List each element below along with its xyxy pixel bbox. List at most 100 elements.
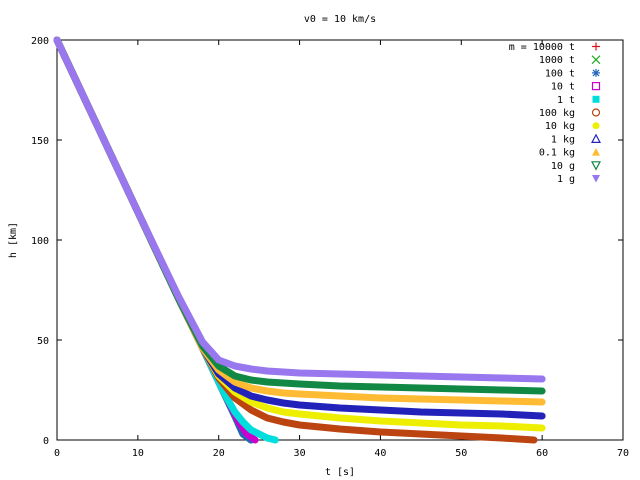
series-8: [53, 36, 546, 406]
y-tick-label: 50: [37, 336, 49, 347]
series-9: [53, 36, 546, 395]
data-point: [176, 294, 180, 298]
y-tick-label: 150: [31, 136, 49, 147]
data-point: [540, 389, 544, 393]
x-tick-label: 60: [536, 448, 548, 459]
data-point: [378, 385, 382, 389]
series-line: [53, 36, 546, 420]
data-point: [281, 401, 285, 405]
y-axis-label: h [km]: [8, 222, 19, 258]
data-point: [233, 410, 237, 414]
x-tick-label: 0: [54, 448, 60, 459]
y-tick-label: 200: [31, 36, 49, 47]
legend-label: 10 t: [551, 82, 575, 93]
series-7: [53, 36, 546, 420]
legend-label: 10 g: [551, 161, 575, 172]
data-point: [338, 427, 342, 431]
data-point: [500, 424, 504, 428]
data-point: [249, 394, 253, 398]
series-10: [53, 36, 546, 383]
x-tick-label: 50: [455, 448, 467, 459]
data-point: [136, 210, 140, 214]
data-point: [338, 384, 342, 388]
data-point: [249, 378, 253, 382]
data-point: [419, 374, 423, 378]
data-point: [500, 388, 504, 392]
legend-marker: [592, 95, 600, 103]
data-point: [281, 370, 285, 374]
data-point: [500, 376, 504, 380]
data-point: [298, 412, 302, 416]
legend-marker: [591, 133, 601, 143]
data-point: [540, 400, 544, 404]
x-axis-label: t [s]: [325, 467, 355, 478]
y-tick-label: 100: [31, 236, 49, 247]
data-point: [419, 421, 423, 425]
data-point: [233, 364, 237, 368]
data-point: [540, 426, 544, 430]
series-line: [53, 36, 546, 406]
data-point: [298, 392, 302, 396]
data-point: [265, 436, 269, 440]
data-point: [55, 38, 59, 42]
data-point: [217, 358, 221, 362]
data-point: [459, 434, 463, 438]
legend: m = 10000 t 1000 t 100 t 10 t 1 t 100 kg 10 kg…: [509, 42, 601, 185]
data-point: [249, 428, 253, 432]
series-line: [53, 36, 546, 383]
data-point: [298, 403, 302, 407]
data-point: [500, 399, 504, 403]
data-point: [95, 124, 99, 128]
data-point: [298, 382, 302, 386]
data-point: [500, 436, 504, 440]
data-point: [257, 432, 261, 436]
data-point: [273, 438, 277, 442]
data-point: [378, 396, 382, 400]
data-point: [249, 386, 253, 390]
data-point: [378, 430, 382, 434]
data-point: [540, 414, 544, 418]
data-point: [419, 397, 423, 401]
data-point: [249, 400, 253, 404]
data-point: [338, 372, 342, 376]
legend-label: 1 kg: [551, 134, 575, 145]
data-point: [233, 380, 237, 384]
legend-marker: [591, 81, 601, 91]
data-point: [532, 438, 536, 442]
data-point: [419, 386, 423, 390]
data-point: [265, 398, 269, 402]
legend-label: 100 kg: [539, 108, 575, 119]
axis-ticks: 0 10 20 30 40 50 60 70 0 50 100 150 200: [31, 36, 629, 459]
data-point: [249, 408, 253, 412]
legend-marker: [591, 108, 601, 117]
data-point: [419, 432, 423, 436]
data-point: [338, 416, 342, 420]
y-tick-label: 0: [43, 436, 49, 447]
data-point: [378, 408, 382, 412]
data-point: [201, 340, 205, 344]
legend-marker: [592, 68, 600, 77]
legend-label: 1 g: [557, 174, 575, 185]
data-point: [378, 419, 382, 423]
data-point: [338, 394, 342, 398]
x-tick-label: 40: [374, 448, 386, 459]
legend-label: m = 10000 t: [509, 42, 575, 53]
legend-marker: [592, 175, 600, 183]
data-point: [265, 369, 269, 373]
x-tick-label: 30: [294, 448, 306, 459]
x-tick-label: 10: [132, 448, 144, 459]
data-point: [459, 375, 463, 379]
data-point: [540, 377, 544, 381]
legend-marker: [592, 42, 600, 51]
data-point: [233, 386, 237, 390]
data-point: [253, 438, 257, 442]
data-point: [233, 374, 237, 378]
data-point: [265, 416, 269, 420]
data-point: [419, 410, 423, 414]
data-point: [281, 410, 285, 414]
data-point: [265, 389, 269, 393]
legend-label: 0.1 kg: [539, 148, 575, 159]
data-point: [241, 420, 245, 424]
legend-label: 10 kg: [545, 121, 575, 132]
